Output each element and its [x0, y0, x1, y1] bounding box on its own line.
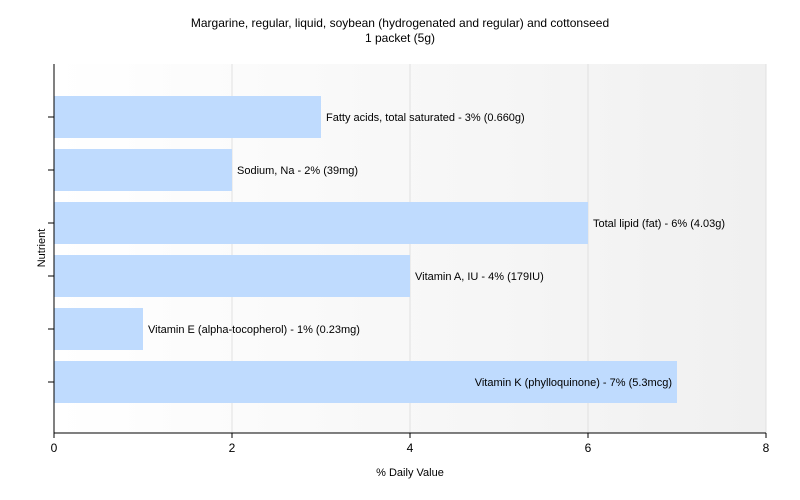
bar-label: Sodium, Na - 2% (39mg): [237, 165, 358, 177]
bar: [54, 149, 232, 191]
x-tick-label: 2: [229, 441, 236, 455]
bar-label: Vitamin A, IU - 4% (179IU): [415, 271, 544, 283]
bar-label: Total lipid (fat) - 6% (4.03g): [593, 218, 725, 230]
y-axis-label: Nutrient: [36, 229, 48, 268]
bar: [54, 96, 321, 138]
x-tick-label: 4: [407, 441, 414, 455]
chart-title: Margarine, regular, liquid, soybean (hyd…: [0, 16, 800, 46]
subtitle-text: 1 packet (5g): [364, 31, 436, 45]
title-text: Margarine, regular, liquid, soybean (hyd…: [190, 16, 610, 30]
bar: [54, 308, 143, 350]
x-tick-label: 0: [51, 441, 58, 455]
x-tick-label: 8: [763, 441, 770, 455]
bar-label: Vitamin E (alpha-tocopherol) - 1% (0.23m…: [148, 324, 360, 336]
x-axis-label: % Daily Value: [376, 467, 444, 479]
bar: [54, 255, 410, 297]
bar-label: Vitamin K (phylloquinone) - 7% (5.3mcg): [475, 377, 672, 389]
x-tick-label: 6: [585, 441, 592, 455]
bar: [54, 202, 588, 244]
bar: [54, 361, 677, 403]
bar-label: Fatty acids, total saturated - 3% (0.660…: [326, 112, 525, 124]
